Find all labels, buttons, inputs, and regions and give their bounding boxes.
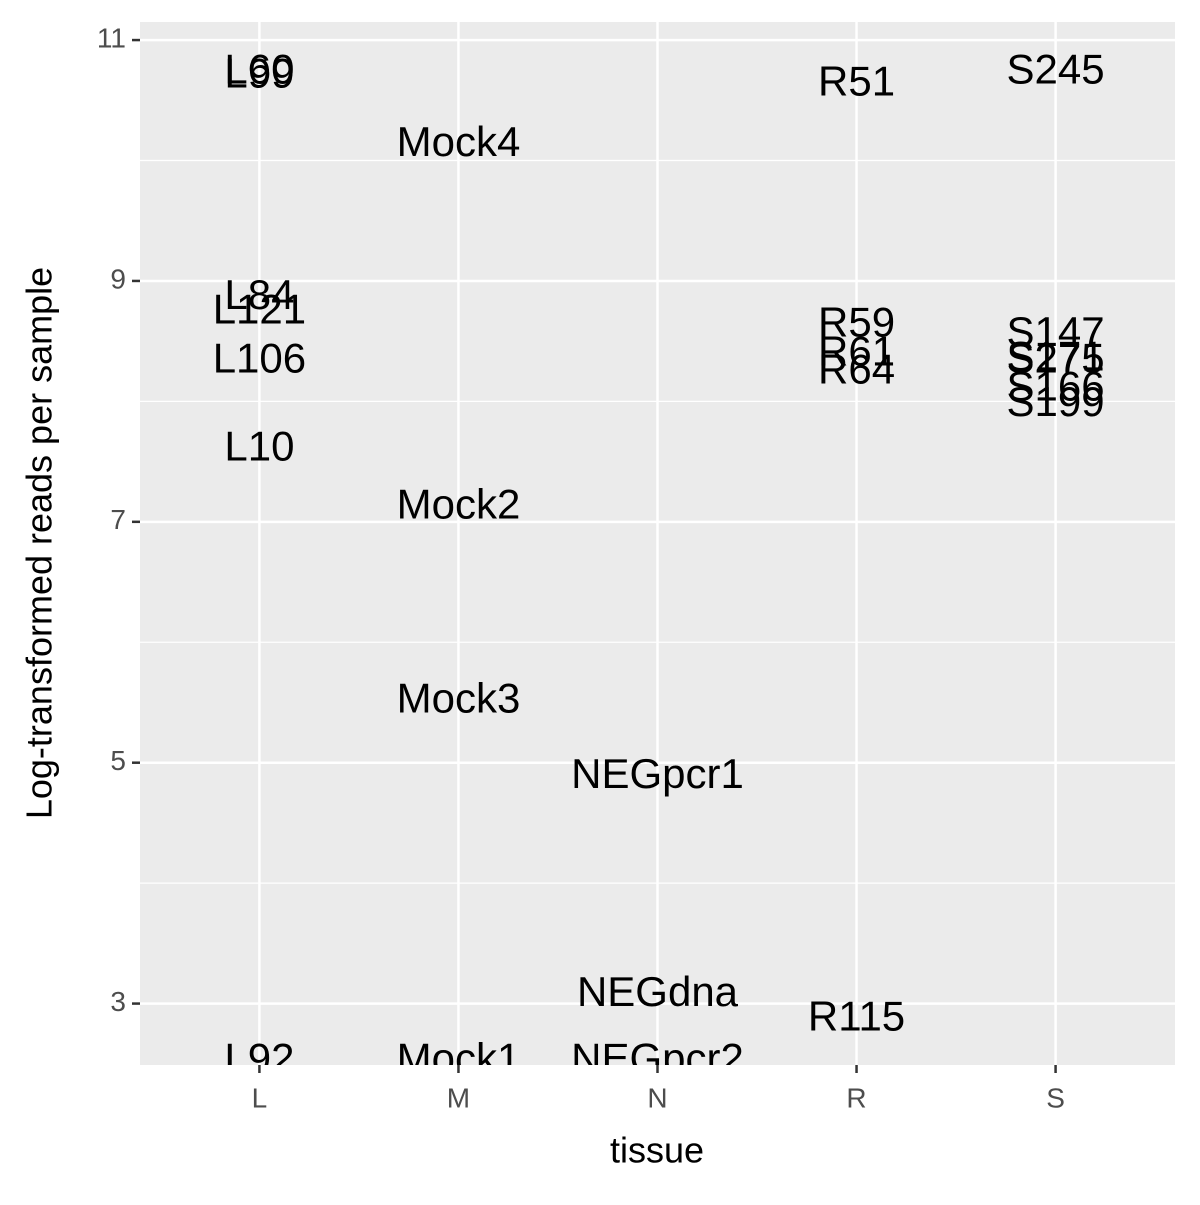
point-label: L10 <box>224 423 294 470</box>
x-axis-title: tissue <box>610 1130 704 1171</box>
point-label: Mock1 <box>397 1034 521 1081</box>
x-tick-label: M <box>447 1082 470 1113</box>
y-tick-label: 3 <box>110 986 126 1017</box>
y-axis-title: Log-transformed reads per sample <box>19 267 60 819</box>
point-label: L99 <box>224 49 294 96</box>
point-label: Mock2 <box>397 480 521 527</box>
point-label: NEGpcr1 <box>571 750 744 797</box>
x-tick-label: R <box>846 1082 866 1113</box>
point-label: S245 <box>1007 46 1105 93</box>
y-tick-label: 5 <box>110 745 126 776</box>
point-label: L92 <box>224 1034 294 1081</box>
point-label: S199 <box>1007 378 1105 425</box>
point-label: L84 <box>224 271 294 318</box>
point-label: R59 <box>818 299 895 346</box>
point-label: L121 <box>213 285 306 332</box>
x-tick-label: N <box>647 1082 667 1113</box>
point-label: S147 <box>1007 308 1105 355</box>
point-label: NEGpcr2 <box>571 1034 744 1081</box>
point-label: L60 <box>224 46 294 93</box>
point-label: R64 <box>818 346 895 393</box>
point-label: R61 <box>818 328 895 375</box>
y-tick-label: 11 <box>97 22 126 53</box>
point-label: S171 <box>1007 332 1105 379</box>
point-label: R115 <box>808 992 905 1039</box>
point-label: S166 <box>1007 362 1105 409</box>
point-label: S275 <box>1007 335 1105 382</box>
point-label: R51 <box>818 58 895 105</box>
x-tick-label: S <box>1046 1082 1065 1113</box>
y-tick-label: 9 <box>110 263 126 294</box>
x-tick-label: L <box>252 1082 268 1113</box>
y-tick-label: 7 <box>110 504 126 535</box>
point-label: Mock4 <box>397 118 521 165</box>
point-label: NEGdna <box>577 968 739 1015</box>
point-label: Mock3 <box>397 674 521 721</box>
point-label: L106 <box>213 335 306 382</box>
